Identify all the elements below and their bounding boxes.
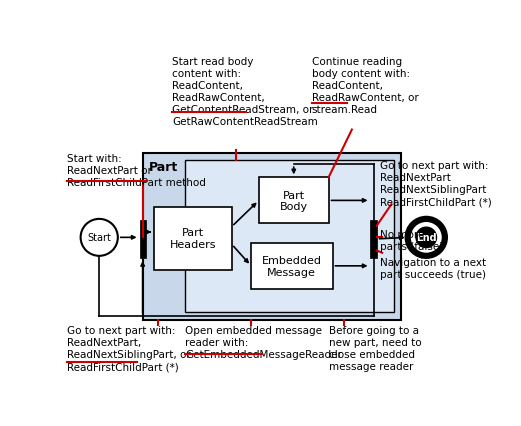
Bar (251, 243, 332, 289)
Text: Go to next part with:
ReadNextPart
ReadNextSiblingPart
ReadFirstChildPart (*): Go to next part with: ReadNextPart ReadN… (380, 161, 491, 207)
Text: Embedded
Message: Embedded Message (262, 256, 322, 277)
Text: Part
Headers: Part Headers (170, 228, 216, 249)
Bar (185, 161, 394, 312)
Text: Navigation to a next
part succeeds (true): Navigation to a next part succeeds (true… (380, 257, 486, 279)
Text: End: End (416, 233, 437, 243)
Bar (370, 220, 377, 259)
Bar (143, 153, 402, 320)
Circle shape (416, 227, 437, 248)
Text: Start with:
ReadNextPart or
ReadFirstChildPart method: Start with: ReadNextPart or ReadFirstChi… (67, 153, 206, 187)
Text: Continue reading
body content with:
ReadContent,
ReadRawContent, or
stream.Read: Continue reading body content with: Read… (312, 57, 418, 115)
Bar (140, 220, 146, 259)
Circle shape (407, 219, 445, 256)
Text: Start read body
content with:
ReadContent,
ReadRawContent,
GetContentReadStream,: Start read body content with: ReadConten… (172, 57, 318, 127)
Text: Before going to a
new part, need to
close embedded
message reader: Before going to a new part, need to clos… (329, 325, 421, 371)
Text: Go to next part with:
ReadNextPart,
ReadNextSiblingPart, or
ReadFirstChildPart (: Go to next part with: ReadNextPart, Read… (67, 325, 190, 371)
Circle shape (81, 219, 118, 256)
Bar (154, 207, 232, 270)
Text: Start: Start (88, 233, 111, 243)
Text: Open embedded message
reader with:
GetEmbeddedMessageReader: Open embedded message reader with: GetEm… (185, 325, 342, 359)
Text: Part: Part (149, 160, 178, 173)
Text: No more
parts (false): No more parts (false) (380, 229, 443, 251)
Bar (259, 178, 329, 224)
Text: Part
Body: Part Body (280, 190, 308, 212)
